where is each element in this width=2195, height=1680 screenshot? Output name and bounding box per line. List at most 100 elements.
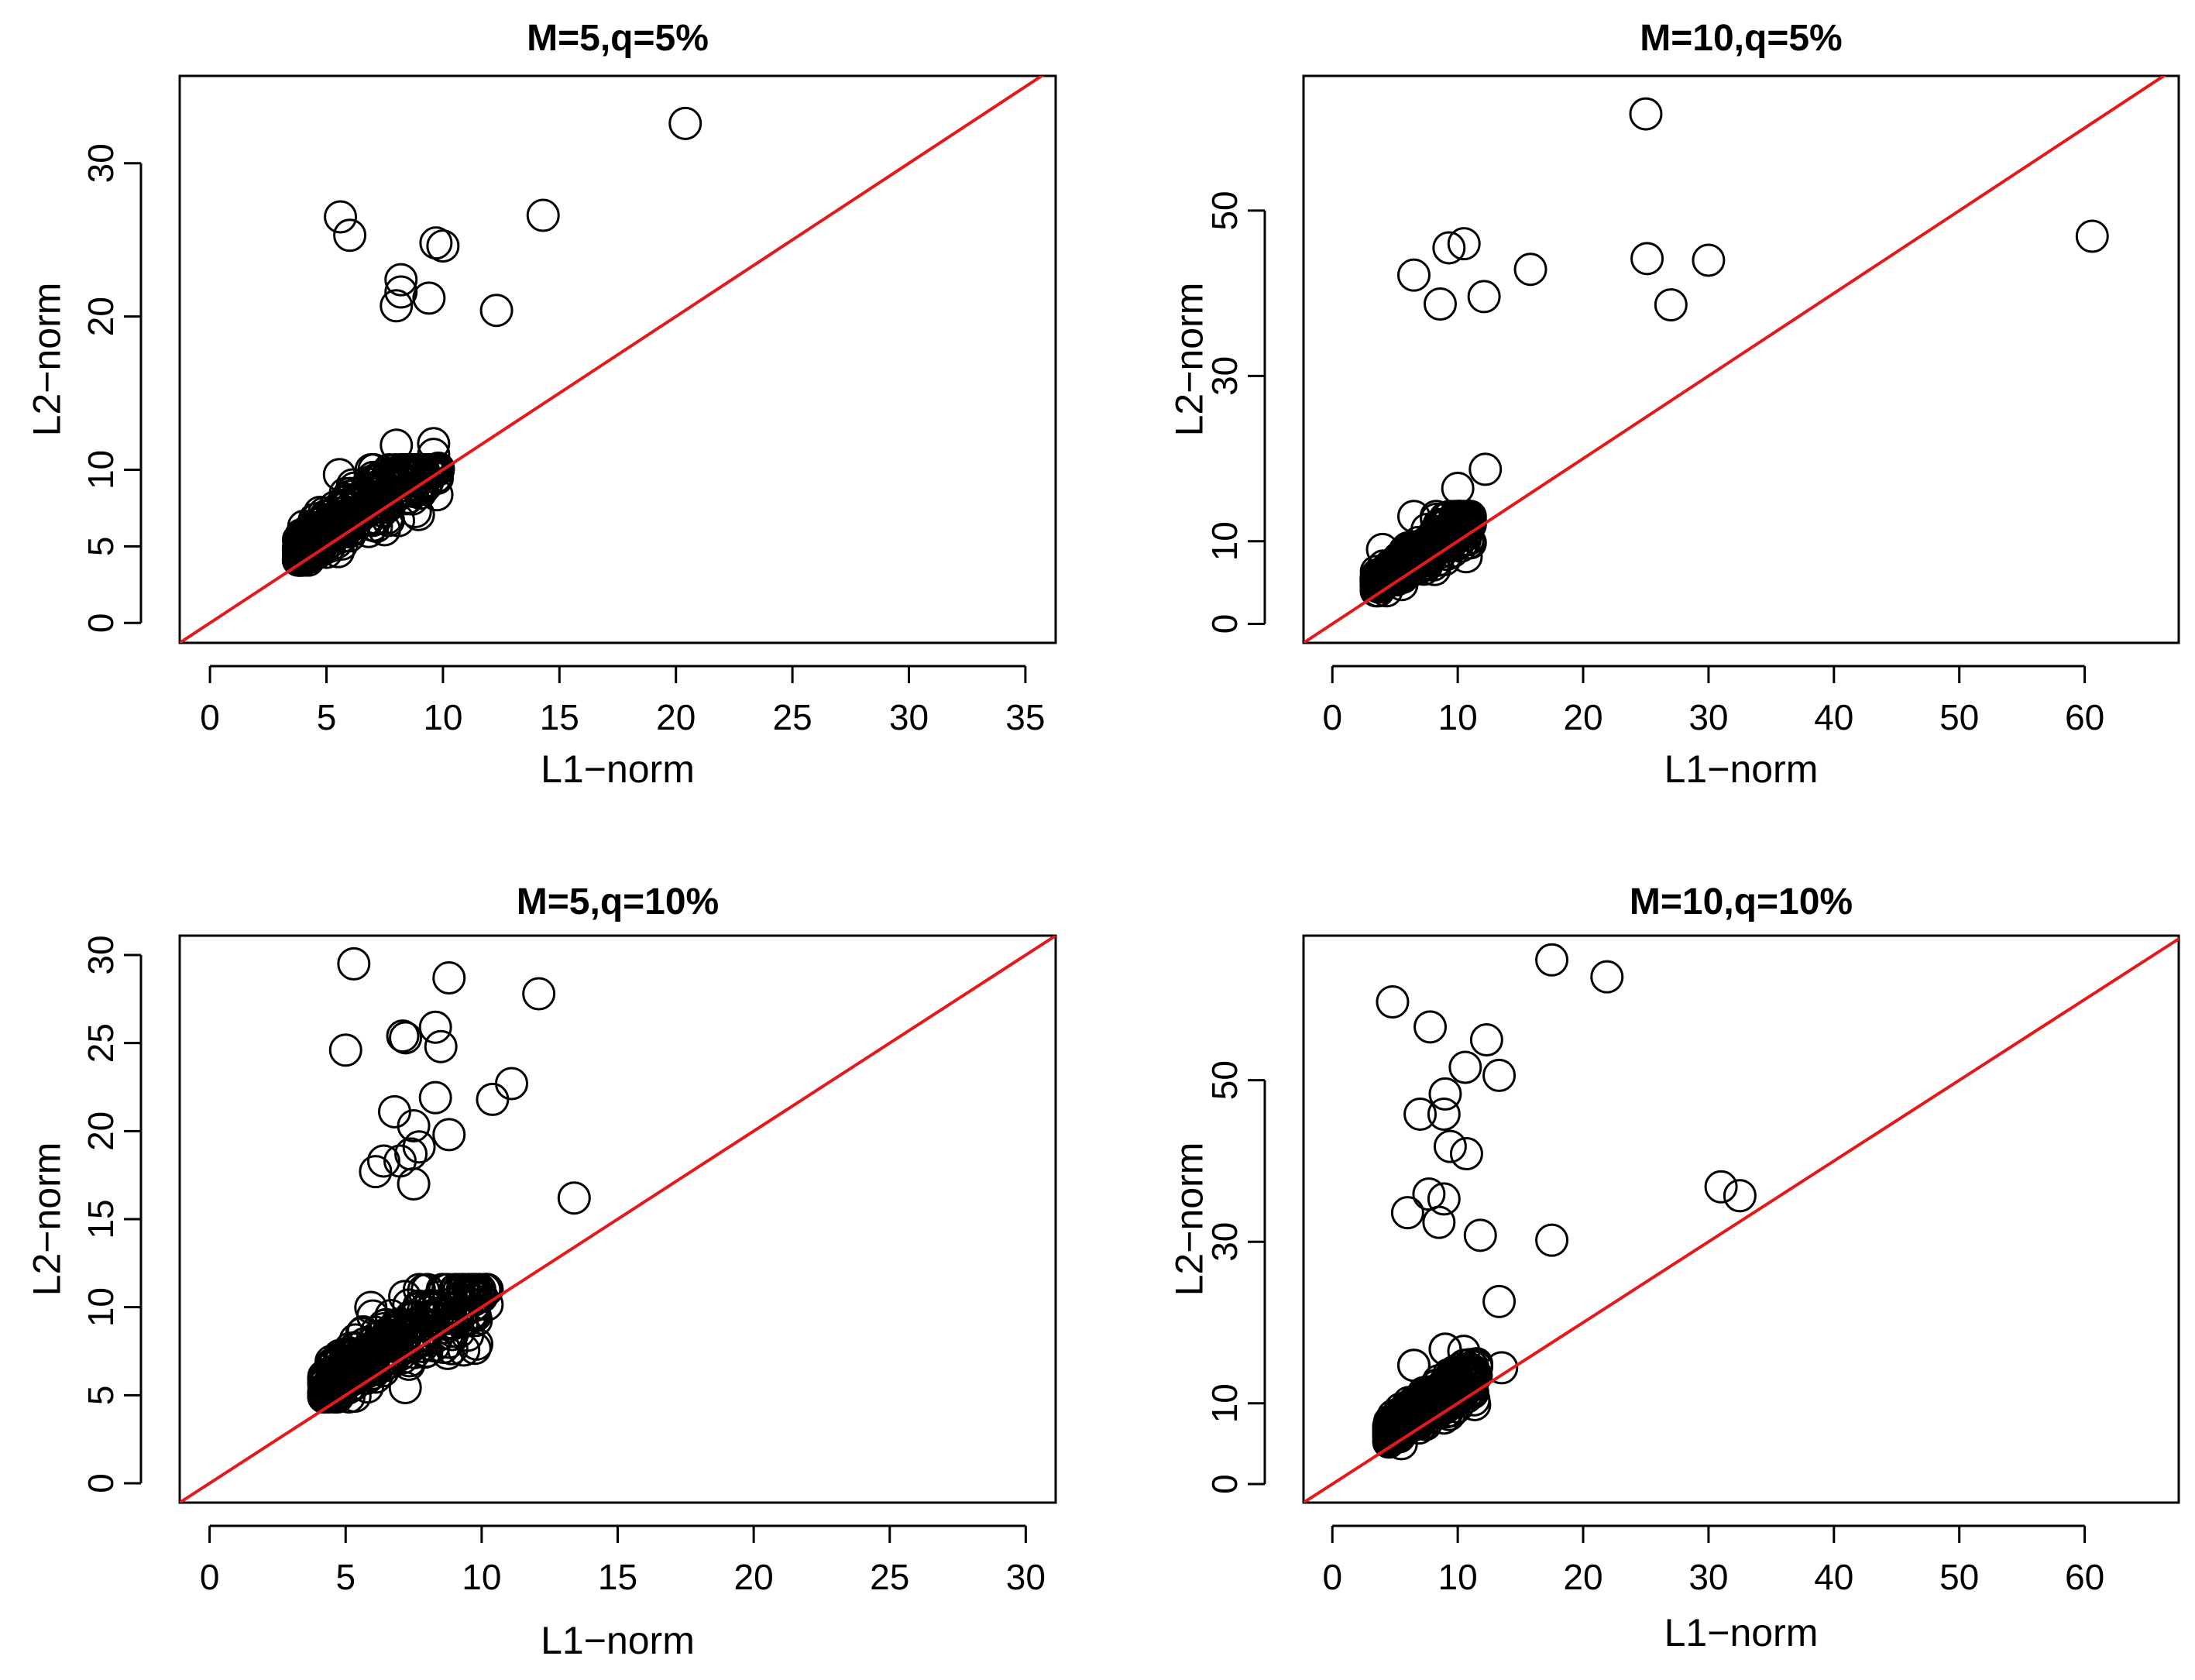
data-point: [1463, 1218, 1497, 1252]
x-axis-label: L1−norm: [1664, 747, 1819, 791]
x-tick-label: 0: [1322, 697, 1342, 737]
cluster-point: [379, 452, 413, 486]
data-point: [1535, 1223, 1569, 1257]
y-axis-label: L2−norm: [26, 1142, 69, 1297]
cluster-point: [307, 1380, 341, 1414]
data-point: [337, 947, 371, 981]
x-axis-label: L1−norm: [541, 747, 695, 791]
cluster-point: [311, 1362, 345, 1397]
cluster-point: [1406, 541, 1440, 575]
data-point: [1692, 243, 1726, 277]
data-point: [1482, 1284, 1517, 1318]
data-point: [1441, 471, 1475, 505]
y-tick-label: 5: [81, 1386, 121, 1406]
cluster-point: [1412, 1375, 1446, 1409]
cluster-point: [381, 1307, 415, 1342]
data-point: [1390, 1196, 1424, 1230]
data-point: [1428, 1332, 1462, 1366]
y-axis-label: L2−norm: [1168, 1142, 1211, 1297]
x-axis-label: L1−norm: [1664, 1611, 1819, 1654]
scatter-panel-1: M=5,q=5% 0 5 10 15 20 25 30 35 L1−norm 0 5 10 20 30 L2−…: [26, 18, 1057, 791]
data-point: [333, 218, 367, 253]
data-point: [328, 1033, 362, 1067]
data-point: [417, 427, 451, 461]
reference-line: [1304, 936, 2179, 1503]
cluster-point: [408, 1323, 442, 1357]
data-point: [418, 1080, 452, 1115]
cluster-point: [414, 454, 448, 488]
y-tick-label: 0: [81, 1473, 121, 1493]
data-point: [1432, 231, 1466, 265]
y-tick-label: 20: [81, 297, 121, 336]
plot-area: [1302, 74, 2180, 644]
y-tick-label: 10: [1204, 1383, 1245, 1423]
y-axis-label: L2−norm: [26, 283, 69, 437]
x-tick-label: 60: [2065, 697, 2104, 737]
data-point: [476, 1082, 510, 1116]
cluster-point: [356, 1299, 390, 1333]
x-tick-label: 50: [1939, 697, 1979, 737]
x-tick-label: 50: [1939, 1557, 1979, 1597]
data-point: [386, 1019, 420, 1053]
cluster-point: [388, 1280, 422, 1314]
x-tick-label: 10: [462, 1557, 501, 1597]
cluster-point: [310, 499, 344, 533]
x-tick-label: 15: [598, 1557, 637, 1597]
x-tick-label: 5: [335, 1557, 356, 1597]
data-point: [1654, 288, 1688, 322]
x-tick-label: 30: [1688, 697, 1728, 737]
data-point: [1423, 287, 1457, 321]
data-point: [432, 1118, 466, 1152]
cluster-point: [362, 488, 397, 522]
data-point: [1469, 1023, 1503, 1057]
y-tick-label: 0: [81, 613, 121, 633]
data-point: [432, 961, 466, 995]
data-point: [1468, 452, 1503, 486]
cluster-point: [338, 471, 372, 505]
y-tick-label: 0: [1204, 1474, 1245, 1494]
x-tick-label: 40: [1814, 1557, 1853, 1597]
x-tick-label: 60: [2065, 1557, 2104, 1597]
data-point: [522, 977, 556, 1011]
data-point: [557, 1181, 591, 1215]
x-tick-label: 40: [1814, 697, 1853, 737]
data-point: [384, 263, 418, 297]
cluster-point: [331, 1380, 366, 1414]
x-tick-label: 5: [317, 697, 337, 737]
cluster-point: [321, 1380, 355, 1414]
y-tick-label: 30: [81, 143, 121, 183]
y-tick-label: 10: [1204, 521, 1245, 561]
y-tick-label: 20: [81, 1111, 121, 1151]
plot-marks: [180, 936, 1056, 1503]
data-point: [384, 275, 418, 309]
data-point: [2075, 219, 2109, 253]
x-tick-label: 10: [1438, 1557, 1478, 1597]
plot-marks: [180, 76, 1045, 643]
y-tick-label: 10: [81, 450, 121, 490]
data-point: [380, 289, 414, 323]
y-tick-label: 30: [81, 935, 121, 974]
data-point: [1453, 1348, 1487, 1382]
data-point: [324, 200, 358, 234]
data-point: [1449, 1137, 1483, 1171]
cluster-point: [297, 503, 331, 537]
y-tick-label: 5: [81, 537, 121, 557]
data-point: [359, 1155, 393, 1189]
data-point: [1630, 242, 1664, 276]
x-tick-label: 10: [1438, 697, 1478, 737]
x-tick-label: 35: [1005, 697, 1045, 737]
cluster-point: [444, 1298, 478, 1332]
data-point: [419, 226, 453, 260]
cluster-point: [388, 1371, 422, 1405]
scatter-panel-3: M=5,q=10% 0 5 10 15 20 25 30 L1−norm 0 5 10 15 20 25 30…: [26, 881, 1057, 1662]
data-point: [526, 198, 560, 232]
data-point: [495, 1067, 529, 1101]
reference-line: [1304, 76, 2167, 643]
data-point: [397, 1167, 431, 1201]
x-tick-label: 25: [870, 1557, 909, 1597]
reference-line: [180, 76, 1045, 643]
data-point: [1433, 1129, 1467, 1163]
data-point: [1396, 1348, 1431, 1383]
x-tick-label: 0: [1322, 1557, 1342, 1597]
